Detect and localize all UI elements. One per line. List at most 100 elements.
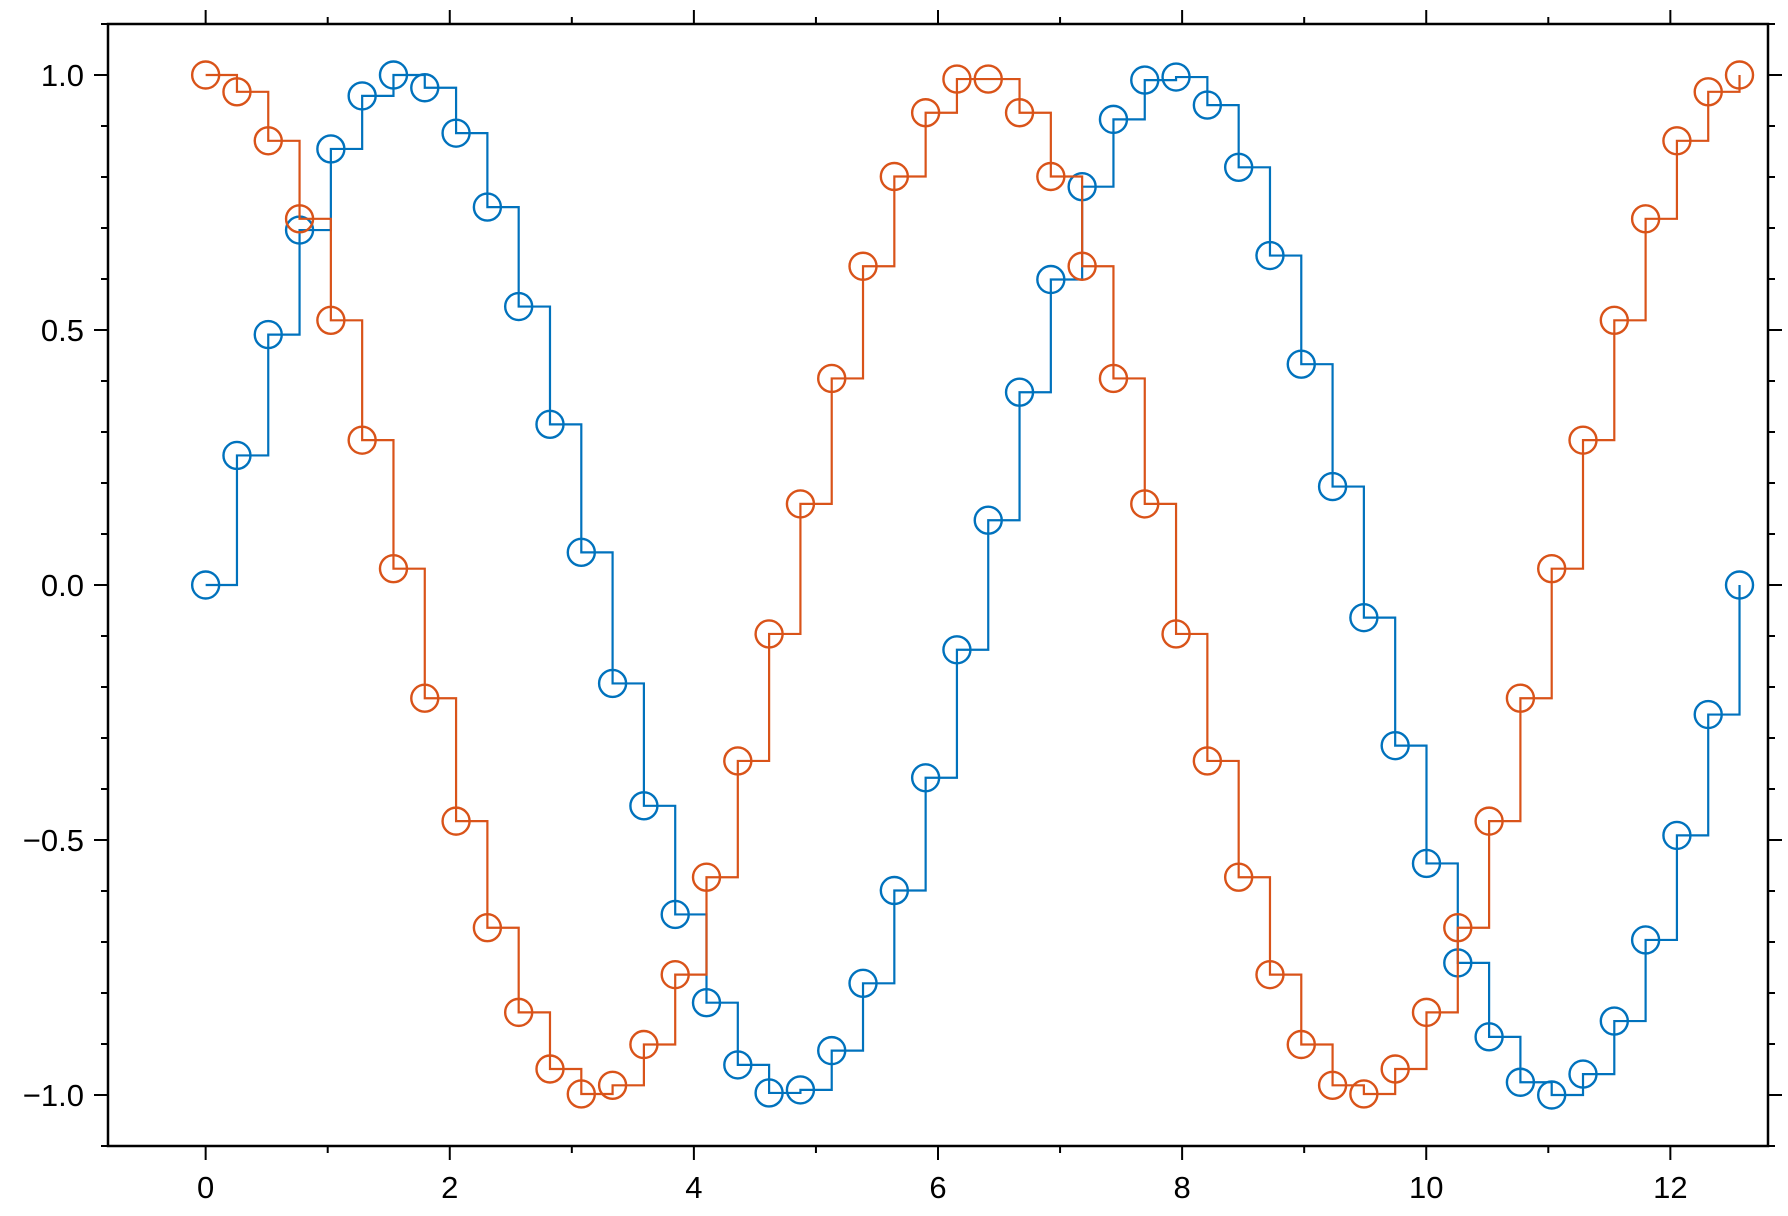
series-2-point (629, 1029, 659, 1060)
series-2-point (190, 60, 221, 90)
series-2-point (910, 98, 941, 128)
series-2-point (566, 1079, 596, 1109)
series-2-point (817, 363, 847, 394)
series-2-point (253, 126, 283, 156)
series-2-point (1380, 1054, 1410, 1084)
series-1-point (629, 791, 659, 821)
series-1-point (723, 1050, 753, 1080)
series-2-point (1130, 489, 1160, 519)
axes-frame (106, 22, 1770, 1148)
series-2-point (1004, 98, 1035, 128)
series-1-point (1599, 1006, 1630, 1036)
series-2-point (879, 161, 910, 192)
axis-ticks (94, 10, 1782, 1160)
series-1-point (378, 60, 409, 90)
series-2-point (848, 251, 878, 281)
series-1-point (1223, 152, 1254, 183)
series-1-point (316, 134, 346, 164)
series-2-point (1349, 1079, 1379, 1109)
series-2-point (1693, 77, 1723, 107)
series-2-point (1474, 806, 1504, 836)
series-2-point (660, 959, 690, 990)
series-2-point (535, 1054, 565, 1084)
series-2-point (1036, 161, 1066, 192)
series-2-point (1411, 997, 1442, 1028)
series-1-point (973, 505, 1003, 535)
series-2-point (723, 746, 753, 776)
series-2-point (942, 64, 972, 94)
x-tick-label: 0 (197, 1170, 214, 1205)
series-2-point (973, 64, 1003, 94)
series-1-point (1286, 349, 1316, 379)
x-tick-label: 2 (441, 1170, 458, 1205)
plot-frame (106, 22, 1770, 1148)
series-1-point (1004, 377, 1035, 407)
series-2-point (597, 1070, 628, 1101)
series-1-point (660, 899, 690, 930)
series-1-point (691, 987, 722, 1018)
series-2-point (222, 77, 252, 107)
series-2-point (472, 913, 503, 943)
series-2-point (1161, 619, 1191, 649)
series-2-point (1443, 913, 1473, 943)
series-1-point (347, 81, 377, 111)
x-tick-label: 6 (929, 1170, 946, 1205)
series-2-point (1223, 862, 1254, 892)
series-2-point (754, 619, 784, 649)
series-2-point (316, 305, 346, 336)
series-2-point (1568, 425, 1598, 455)
series-1-point (848, 968, 878, 999)
series-1-point (754, 1078, 784, 1108)
series-1-point (472, 192, 503, 222)
series-1-point (190, 570, 221, 600)
x-tick-label: 10 (1409, 1170, 1443, 1205)
series-1-point (597, 668, 628, 699)
series-1-point (535, 409, 565, 440)
series-1-point (1474, 1022, 1504, 1052)
series-2-point (1536, 553, 1567, 584)
series-2-point (1317, 1070, 1348, 1101)
y-tick-label: −0.5 (23, 823, 84, 858)
series-1-point (1255, 240, 1285, 271)
series-1-point (1317, 471, 1348, 502)
series-1-point (1036, 264, 1066, 295)
series-layer (190, 60, 1755, 1110)
series-2-point (691, 862, 722, 892)
series-2-point (1599, 305, 1630, 336)
series-2-point (378, 553, 409, 584)
series-1-point (1693, 699, 1723, 730)
series-1-point (879, 875, 910, 906)
series-1-point (942, 635, 972, 665)
series-1 (190, 60, 1755, 1110)
series-1-point (1411, 848, 1442, 879)
y-tick-label: 0.5 (41, 313, 84, 348)
series-2-point (503, 997, 534, 1028)
series-2-point (1724, 60, 1755, 90)
series-1-point (1130, 65, 1160, 95)
y-tick-label: 0.0 (41, 568, 84, 603)
series-1-point (1161, 62, 1191, 92)
series-2-point (1098, 363, 1129, 394)
series-2-point (1505, 683, 1536, 713)
series-1-point (1349, 602, 1379, 633)
series-2-point (347, 425, 377, 455)
series-1-point (1630, 925, 1661, 955)
series-2-point (1255, 959, 1285, 990)
x-tick-label: 8 (1173, 1170, 1190, 1205)
series-1-point (1568, 1059, 1598, 1089)
axis-tick-labels: 0 2 4 6 8 10 12 −1.0 −0.5 0.0 0.5 1.0 (23, 58, 1688, 1205)
series-1-point (253, 319, 283, 350)
y-tick-label: 1.0 (41, 58, 84, 93)
x-tick-label: 4 (685, 1170, 702, 1205)
series-2-point (1662, 126, 1692, 156)
series-2-point (410, 683, 440, 713)
series-1-point (503, 291, 534, 322)
series-1-point (222, 440, 252, 471)
series-2-point (1192, 746, 1223, 776)
series-2-step-line (205, 73, 1741, 1096)
series-2-point (1630, 204, 1661, 234)
series-2-point (785, 489, 816, 519)
series-1-point (817, 1035, 847, 1066)
